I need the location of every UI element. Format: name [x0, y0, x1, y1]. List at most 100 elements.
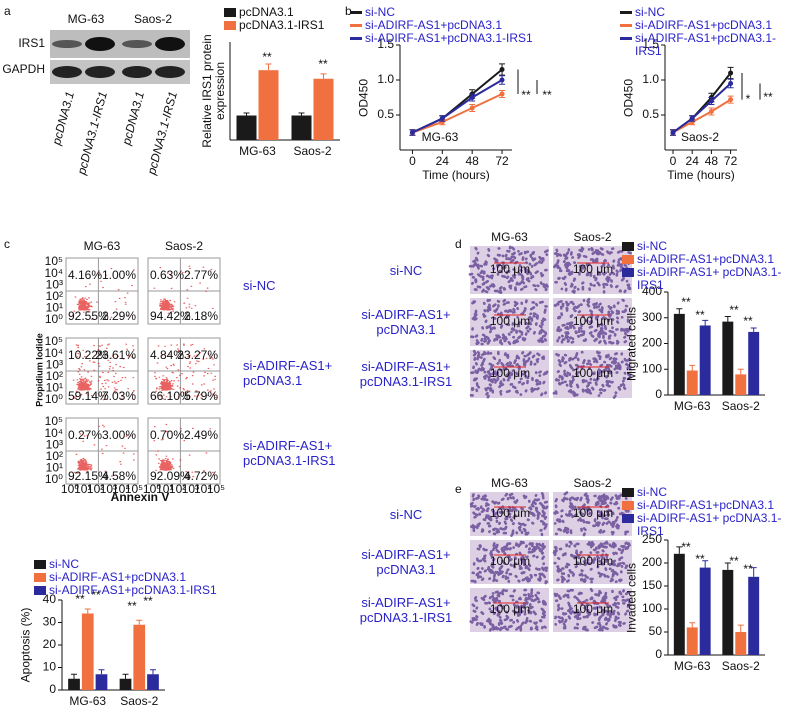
legend-text: si-ADIRF-AS1+ pcDNA3.1-IRS1 [637, 265, 782, 292]
error-bar [702, 319, 709, 326]
micro-row-label: si-ADIRF-AS1+ pcDNA3.1-IRS1 [359, 595, 453, 625]
legend-entry: si-ADIRF-AS1+pcDNA3.1-IRS1 [350, 32, 610, 45]
quadrant-percent: 4.84% [150, 348, 184, 362]
error-bar [750, 327, 757, 332]
quadrant-percent: 2.49% [184, 428, 218, 442]
scale-label: 100 μm [490, 262, 530, 276]
legend-swatch [622, 501, 634, 510]
legend-text: si-NC [635, 5, 665, 19]
micro-row-label: si-ADIRF-AS1+ pcDNA3.1-IRS1 [359, 359, 453, 389]
flow-x-tick: 10³ [100, 482, 117, 496]
legend-entry: si-NC [622, 486, 800, 499]
legend-text: si-ADIRF-AS1+pcDNA3.1 [637, 252, 775, 266]
flow-row-label: si-ADIRF-AS1+ pcDNA3.1-IRS1 [243, 438, 336, 468]
x-tick-label: 48 [705, 154, 719, 168]
series-line [672, 82, 732, 134]
bar [686, 627, 698, 655]
quadrant-percent: 23.27% [177, 348, 218, 362]
flow-y-tick: 10³ [46, 357, 63, 371]
flow-y-label: Propidium Iodide [34, 333, 45, 407]
point [728, 81, 734, 86]
flow-y-tick: 10² [46, 449, 63, 463]
bar [68, 678, 80, 690]
micro-column-label: MG-63 [491, 476, 528, 490]
flow-column-label: MG-63 [84, 239, 121, 253]
error-bar [98, 669, 105, 675]
y-tick-label: 250 [642, 532, 662, 546]
flow-y-tick: 10⁰ [45, 312, 63, 326]
bar [735, 632, 747, 655]
flow-row-label: si-NC [243, 278, 276, 293]
annotation: * [746, 92, 751, 106]
flow-x-tick: 10¹ [74, 482, 91, 496]
legend-entry: si-ADIRF-AS1+pcDNA3.1-IRS1 [34, 584, 264, 597]
flow-x-label: Annexin V [111, 490, 170, 504]
legend-swatch [34, 573, 46, 582]
blot-band [85, 66, 115, 78]
annotation: ** [743, 562, 753, 576]
micro-column-label: Saos-2 [573, 230, 611, 244]
cell-line-label: Saos-2 [134, 12, 172, 26]
quadrant-percent: 0.27% [68, 428, 102, 442]
y-tick-label: 30 [43, 615, 57, 629]
cell-stain [553, 297, 632, 345]
legend-swatch [622, 488, 634, 497]
flow-y-tick: 10³ [46, 277, 63, 291]
blot-band [122, 40, 152, 48]
legend: si-NC si-ADIRF-AS1+pcDNA3.1 si-ADIRF-AS1+ … [622, 240, 800, 292]
annotation: ** [681, 540, 691, 554]
cell-stain [470, 298, 548, 346]
scale-label: 100 μm [490, 314, 530, 328]
flow-x-tick: 10⁰ [61, 482, 79, 496]
legend-entry: pcDNA3.1 [224, 6, 364, 19]
legend-text: si-NC [365, 5, 395, 19]
bar [699, 325, 711, 395]
bar [686, 370, 698, 395]
flow-events [154, 343, 217, 400]
annotation: ** [521, 88, 531, 102]
y-tick-label: 300 [642, 310, 662, 324]
y-tick-label: 1.0 [377, 72, 394, 86]
cell-stain [469, 492, 549, 537]
point [439, 119, 445, 125]
annotation: MG-63 [422, 130, 459, 144]
legend-swatch [224, 8, 236, 17]
x-tick-label: Saos-2 [722, 659, 760, 673]
y-tick-label: 0.5 [642, 107, 659, 121]
x-tick-label: MG-63 [69, 694, 106, 708]
micro-row-label: si-ADIRF-AS1+ pcDNA3.1 [361, 547, 451, 577]
legend-text: si-NC [637, 239, 667, 253]
y-tick-label: 1.0 [642, 72, 659, 86]
x-axis-label: Time (hours) [422, 168, 490, 182]
annotation: ** [127, 599, 137, 613]
bar [119, 678, 132, 690]
blot-band [122, 66, 152, 78]
annotation: ** [695, 308, 705, 322]
y-tick-label: 0 [655, 647, 662, 661]
quadrant-percent: 4.72% [184, 469, 218, 483]
legend-swatch [622, 255, 634, 264]
point [469, 95, 475, 100]
bar [313, 78, 334, 140]
legend-text: si-ADIRF-AS1+pcDNA3.1 [49, 570, 187, 584]
error-bar [243, 112, 250, 116]
series-line [672, 98, 732, 134]
legend-swatch [620, 37, 632, 40]
cell-stain [468, 245, 549, 294]
micro-column-label: MG-63 [491, 230, 528, 244]
flow-x-tick: 10³ [182, 482, 199, 496]
legend-entry: si-NC [350, 6, 610, 19]
legend-text: si-ADIRF-AS1+pcDNA3.1-IRS1 [635, 31, 777, 58]
panel-label: e [455, 482, 462, 496]
point [439, 116, 445, 121]
error-bar [689, 364, 696, 371]
legend-entry: si-NC [34, 558, 264, 571]
error-bar [136, 619, 143, 625]
lane-label: pcDNA3.1 [119, 90, 147, 147]
legend-entry: si-ADIRF-AS1+pcDNA3.1 [622, 253, 800, 266]
flow-y-tick: 10³ [46, 437, 63, 451]
lane-label: pcDNA3.1-IRS1 [74, 90, 110, 177]
legend-text: pcDNA3.1 [239, 5, 294, 19]
legend-entry: si-ADIRF-AS1+pcDNA3.1 [622, 499, 800, 512]
y-tick-label: 100 [642, 601, 662, 615]
